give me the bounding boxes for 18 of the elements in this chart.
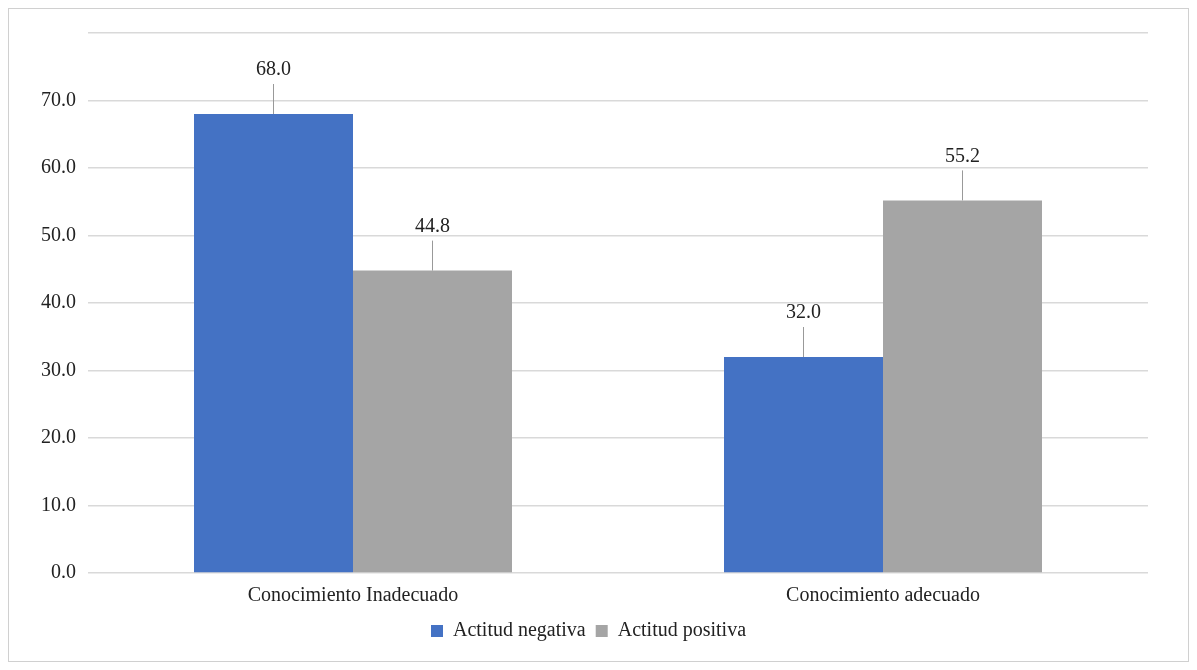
data-label: 68.0 — [256, 57, 291, 80]
data-label: 44.8 — [415, 213, 450, 236]
data-label: 55.2 — [945, 143, 980, 166]
x-tick-label: Conocimiento Inadecuado — [247, 583, 459, 606]
y-tick-label: 0.0 — [51, 560, 76, 583]
bar — [194, 114, 353, 573]
x-tick-label: Conocimiento adecuado — [786, 583, 980, 606]
y-tick-label: 50.0 — [41, 222, 76, 245]
y-tick-label: 10.0 — [41, 492, 76, 515]
data-label: 32.0 — [786, 300, 821, 323]
y-tick-label: 70.0 — [41, 87, 76, 110]
y-tick-label: 40.0 — [41, 290, 76, 313]
y-tick-label: 20.0 — [41, 425, 76, 448]
bar — [724, 357, 883, 573]
y-tick-label: 30.0 — [41, 357, 76, 380]
legend-label: Actitud positiva — [617, 618, 747, 642]
y-tick-label: 60.0 — [41, 155, 76, 178]
legend-label: Actitud negativa — [452, 618, 586, 642]
